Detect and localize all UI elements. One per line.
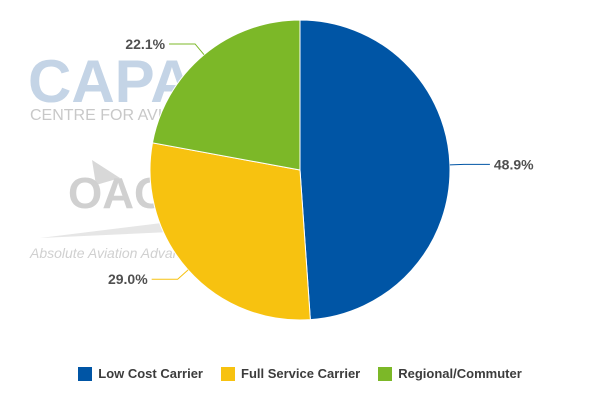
legend-label: Regional/Commuter <box>398 366 522 381</box>
data-label-connector <box>151 269 189 280</box>
legend-item-low-cost-carrier[interactable]: Low Cost Carrier <box>78 366 203 381</box>
legend-item-full-service-carrier[interactable]: Full Service Carrier <box>221 366 360 381</box>
pie-data-labels: 48.9% 29.0% 22.1% <box>108 36 534 287</box>
legend-swatch <box>378 366 393 381</box>
pie-slices <box>149 19 451 321</box>
data-label-low-cost-carrier: 48.9% <box>494 156 534 172</box>
pie-slice-low-cost-carrier[interactable] <box>299 19 451 321</box>
data-label-regional-commuter: 22.1% <box>125 36 165 52</box>
legend-label: Full Service Carrier <box>241 366 361 381</box>
pie-slice-full-service-carrier[interactable] <box>149 142 311 321</box>
legend-swatch <box>78 366 93 381</box>
pie-slice-regional-commuter[interactable] <box>151 19 301 171</box>
legend-swatch <box>221 366 235 381</box>
chart-legend: Low Cost Carrier Full Service Carrier Re… <box>0 366 600 381</box>
data-label-connector <box>169 43 205 56</box>
data-label-full-service-carrier: 29.0% <box>108 271 148 287</box>
legend-label: Low Cost Carrier <box>98 366 203 381</box>
legend-item-regional-commuter[interactable]: Regional/Commuter <box>378 366 522 381</box>
